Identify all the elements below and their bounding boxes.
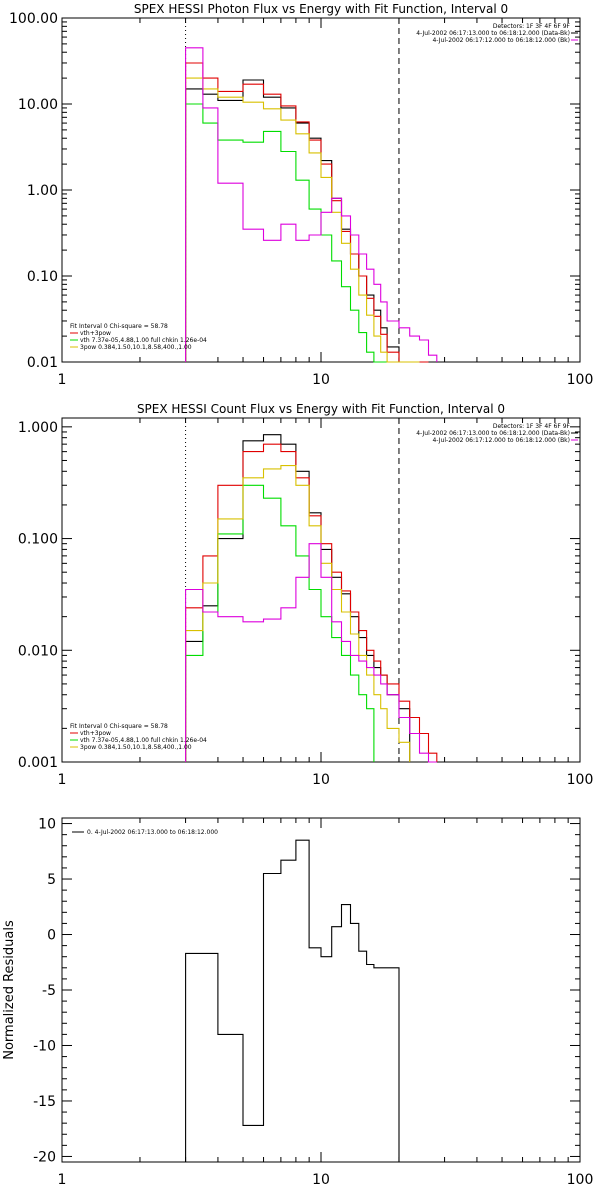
- y-tick-label: 0.10: [27, 269, 58, 285]
- series-group: [185, 47, 438, 363]
- series-line-vth-3pow: [185, 62, 429, 363]
- series-line-3pow: [185, 77, 420, 363]
- x-tick-label: 10: [312, 1172, 330, 1188]
- y-tick-label: 0.100: [18, 532, 58, 548]
- y-tick-label: 10.00: [18, 97, 58, 113]
- legend-entry: vth 7.37e-05,4.88,1.00 full chkin 1.26e-…: [80, 737, 207, 744]
- y-tick-label: -5: [42, 983, 56, 999]
- series-line-vth: [185, 484, 375, 762]
- y-tick-label: 1.00: [27, 183, 58, 199]
- legend-entry: vth 7.37e-05,4.88,1.00 full chkin 1.26e-…: [80, 337, 207, 344]
- legend-entry: 0. 4-Jul-2002 06:17:13.000 to 06:18:12.0…: [87, 829, 218, 836]
- plot-frame: [61, 817, 581, 1163]
- header-line: Detectors: 1F 3F 4F 6F 9F: [493, 23, 571, 30]
- series-group: [185, 839, 400, 1162]
- y-axis-label: Normalized Residuals: [2, 920, 17, 1060]
- y-tick-label: 0.010: [18, 643, 58, 659]
- y-tick-label: 0.001: [18, 755, 58, 771]
- y-tick-label: -10: [33, 1038, 56, 1054]
- header-line: 4-Jul-2002 06:17:13.000 to 06:18:12.000 …: [416, 430, 570, 437]
- y-tick-label: 0.01: [27, 355, 58, 371]
- series-line-vth: [185, 103, 388, 363]
- panel-photon: [61, 17, 581, 363]
- series-group: [185, 434, 438, 763]
- legend-entry: vth+3pow: [80, 730, 111, 737]
- fit-interval-text: Fit Interval 0 Chi-square = 58.78: [70, 723, 168, 730]
- x-tick-label: 10: [312, 372, 330, 388]
- x-tick-label: 1: [58, 372, 67, 388]
- header-line: 4-Jul-2002 06:17:13.000 to 06:18:12.000 …: [416, 30, 570, 37]
- series-line-0-: [185, 839, 400, 1162]
- y-tick-label: 0: [47, 928, 56, 944]
- panel-count: [61, 417, 581, 763]
- x-tick-label: 100: [567, 772, 594, 788]
- y-tick-label: -20: [33, 1149, 56, 1165]
- panel-residuals: [61, 817, 581, 1163]
- header-line: 4-Jul-2002 06:17:12.000 to 06:18:12.000 …: [432, 437, 570, 444]
- y-tick-label: 100.00: [9, 11, 58, 27]
- x-tick-label: 100: [567, 1172, 594, 1188]
- legend-entry: 3pow 0.384,1.50,10.1,8.58,400.,1.00: [80, 344, 192, 351]
- series-line-bk: [185, 47, 438, 362]
- x-tick-label: 1: [58, 772, 67, 788]
- series-line-data-bk: [185, 434, 411, 762]
- fit-interval-text: Fit Interval 0 Chi-square = 58.78: [70, 323, 168, 330]
- legend-entry: 3pow 0.384,1.50,10.1,8.58,400.,1.00: [80, 744, 192, 751]
- chart-title: SPEX HESSI Count Flux vs Energy with Fit…: [137, 402, 505, 416]
- y-tick-label: 10: [38, 817, 56, 833]
- series-line-3pow: [185, 465, 411, 762]
- x-tick-label: 100: [567, 372, 594, 388]
- chart-title: SPEX HESSI Photon Flux vs Energy with Fi…: [134, 2, 508, 16]
- legend-entry: vth+3pow: [80, 330, 111, 337]
- y-tick-label: 5: [47, 872, 56, 888]
- y-tick-label: 1.000: [18, 420, 58, 436]
- x-tick-label: 10: [312, 772, 330, 788]
- header-line: 4-Jul-2002 06:17:12.000 to 06:18:12.000 …: [432, 37, 570, 44]
- x-tick-label: 1: [58, 1172, 67, 1188]
- y-tick-label: -15: [33, 1094, 56, 1110]
- series-line-bk: [185, 543, 437, 763]
- plot-frame: [61, 17, 581, 363]
- header-line: Detectors: 1F 3F 4F 6F 9F: [493, 423, 571, 430]
- series-line-vth-3pow: [185, 443, 438, 762]
